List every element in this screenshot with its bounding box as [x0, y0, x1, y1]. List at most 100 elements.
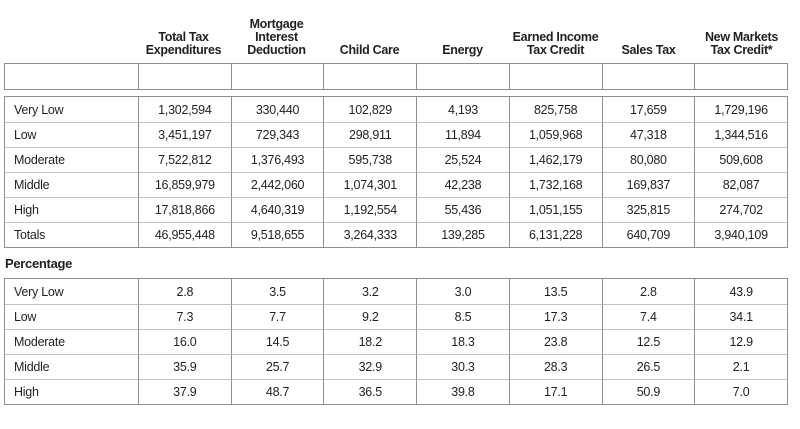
value-cell: 298,911 [323, 122, 417, 147]
value-cell: 37.9 [138, 379, 231, 404]
table-row: Moderate 7,522,812 1,376,493 595,738 25,524 1… [5, 147, 787, 172]
value-cell: 325,815 [601, 197, 695, 222]
empty-cell [5, 64, 138, 89]
value-cell: 26.5 [601, 354, 695, 379]
value-cell: 3,264,333 [323, 222, 417, 247]
value-cell: 8.5 [416, 304, 509, 329]
value-cell: 9.2 [323, 304, 417, 329]
value-cell: 23.8 [508, 329, 602, 354]
percentage-section-label: Percentage [5, 256, 73, 271]
value-cell: 1,344,516 [694, 122, 787, 147]
value-cell: 1,074,301 [323, 172, 417, 197]
value-cell: 16,859,979 [138, 172, 231, 197]
row-label: Very Low [14, 102, 64, 117]
header-row: Total Tax Expenditures Mortgage Interest Ded… [4, 2, 788, 62]
column-header: Total Tax Expenditures [145, 30, 222, 57]
table-row: Moderate 16.0 14.5 18.2 18.3 23.8 12.5 12.9 [5, 329, 787, 354]
value-cell: 11,894 [416, 122, 509, 147]
empty-cell [138, 64, 231, 89]
value-cell: 4,640,319 [230, 197, 324, 222]
value-cell: 55,436 [416, 197, 509, 222]
value-cell: 46,955,448 [138, 222, 231, 247]
value-cell: 7.7 [230, 304, 324, 329]
value-cell: 14.5 [230, 329, 324, 354]
percentage-table: Very Low 2.8 3.5 3.2 3.0 13.5 2.8 43.9 Low 7.3 7.7… [4, 278, 788, 405]
tax-expenditure-table: Total Tax Expenditures Mortgage Interest Ded… [4, 0, 788, 405]
value-cell: 82,087 [694, 172, 787, 197]
empty-cell [601, 64, 695, 89]
row-label: High [5, 379, 138, 404]
value-cell: 25,524 [416, 147, 509, 172]
value-cell: 1,051,155 [508, 197, 602, 222]
row-label: Low [5, 304, 138, 329]
value-cell: 330,440 [230, 97, 324, 122]
table-row: High 37.9 48.7 36.5 39.8 17.1 50.9 7.0 [5, 379, 787, 404]
value-cell: 34.1 [694, 304, 787, 329]
column-header: Energy [442, 43, 483, 57]
value-cell: 2.8 [601, 279, 695, 304]
value-cell: 3.2 [323, 279, 416, 304]
value-cell: 7.3 [138, 304, 231, 329]
row-label: Very Low [14, 284, 64, 299]
value-cell: 39.8 [416, 379, 509, 404]
empty-cell [416, 64, 509, 89]
value-cell: 1,192,554 [323, 197, 417, 222]
value-cell: 18.3 [416, 329, 509, 354]
table-row: Very Low 2.8 3.5 3.2 3.0 13.5 2.8 43.9 [5, 279, 787, 304]
value-cell: 42,238 [416, 172, 509, 197]
value-cell: 17.3 [508, 304, 602, 329]
table-row: Low 7.3 7.7 9.2 8.5 17.3 7.4 34.1 [5, 304, 787, 329]
row-label: Low [5, 122, 138, 147]
value-cell: 35.9 [138, 354, 231, 379]
row-label: Totals [5, 222, 138, 247]
table-row: Totals 46,955,448 9,518,655 3,264,333 139,28… [5, 222, 787, 247]
value-cell: 17,659 [601, 97, 695, 122]
value-cell: 4,193 [416, 97, 509, 122]
value-cell: 13.5 [508, 279, 602, 304]
value-cell: 18.2 [323, 329, 417, 354]
value-cell: 2.8 [138, 279, 231, 304]
table-row: High 17,818,866 4,640,319 1,192,554 55,436 1,… [5, 197, 787, 222]
value-cell: 6,131,228 [508, 222, 602, 247]
amounts-table: Very Low 1,302,594 330,440 102,829 4,193 825,… [4, 96, 788, 248]
value-cell: 80,080 [601, 147, 695, 172]
value-cell: 7.0 [694, 379, 787, 404]
value-cell: 12.5 [601, 329, 695, 354]
value-cell: 3.5 [230, 279, 324, 304]
value-cell: 169,837 [601, 172, 695, 197]
value-cell: 17,818,866 [138, 197, 231, 222]
value-cell: 50.9 [601, 379, 695, 404]
row-label: High [5, 197, 138, 222]
value-cell: 7,522,812 [138, 147, 231, 172]
value-cell: 36.5 [323, 379, 417, 404]
row-label: Middle [5, 172, 138, 197]
value-cell: 47,318 [601, 122, 695, 147]
empty-row [5, 64, 787, 89]
value-cell: 7.4 [601, 304, 695, 329]
value-cell: 43.9 [694, 279, 787, 304]
value-cell: 3,940,109 [694, 222, 787, 247]
value-cell: 102,829 [323, 97, 416, 122]
value-cell: 1,302,594 [138, 97, 231, 122]
column-header: Child Care [339, 43, 400, 57]
table-row: Very Low 1,302,594 330,440 102,829 4,193 825,… [5, 97, 787, 122]
column-header: Mortgage Interest Deduction [247, 17, 306, 57]
table-row: Low 3,451,197 729,343 298,911 11,894 1,059,96… [5, 122, 787, 147]
table-row: Middle 16,859,979 2,442,060 1,074,301 42,238… [5, 172, 787, 197]
value-cell: 1,729,196 [694, 97, 787, 122]
row-label: Moderate [5, 329, 138, 354]
column-header: Earned Income Tax Credit [512, 30, 599, 57]
value-cell: 12.9 [694, 329, 787, 354]
value-cell: 1,462,179 [508, 147, 602, 172]
value-cell: 1,376,493 [230, 147, 324, 172]
value-cell: 3,451,197 [138, 122, 231, 147]
value-cell: 48.7 [230, 379, 324, 404]
value-cell: 825,758 [508, 97, 602, 122]
value-cell: 1,732,168 [508, 172, 602, 197]
table-row: Middle 35.9 25.7 32.9 30.3 28.3 26.5 2.1 [5, 354, 787, 379]
value-cell: 640,709 [601, 222, 695, 247]
value-cell: 2.1 [694, 354, 787, 379]
value-cell: 509,608 [694, 147, 787, 172]
value-cell: 30.3 [416, 354, 509, 379]
value-cell: 1,059,968 [508, 122, 602, 147]
